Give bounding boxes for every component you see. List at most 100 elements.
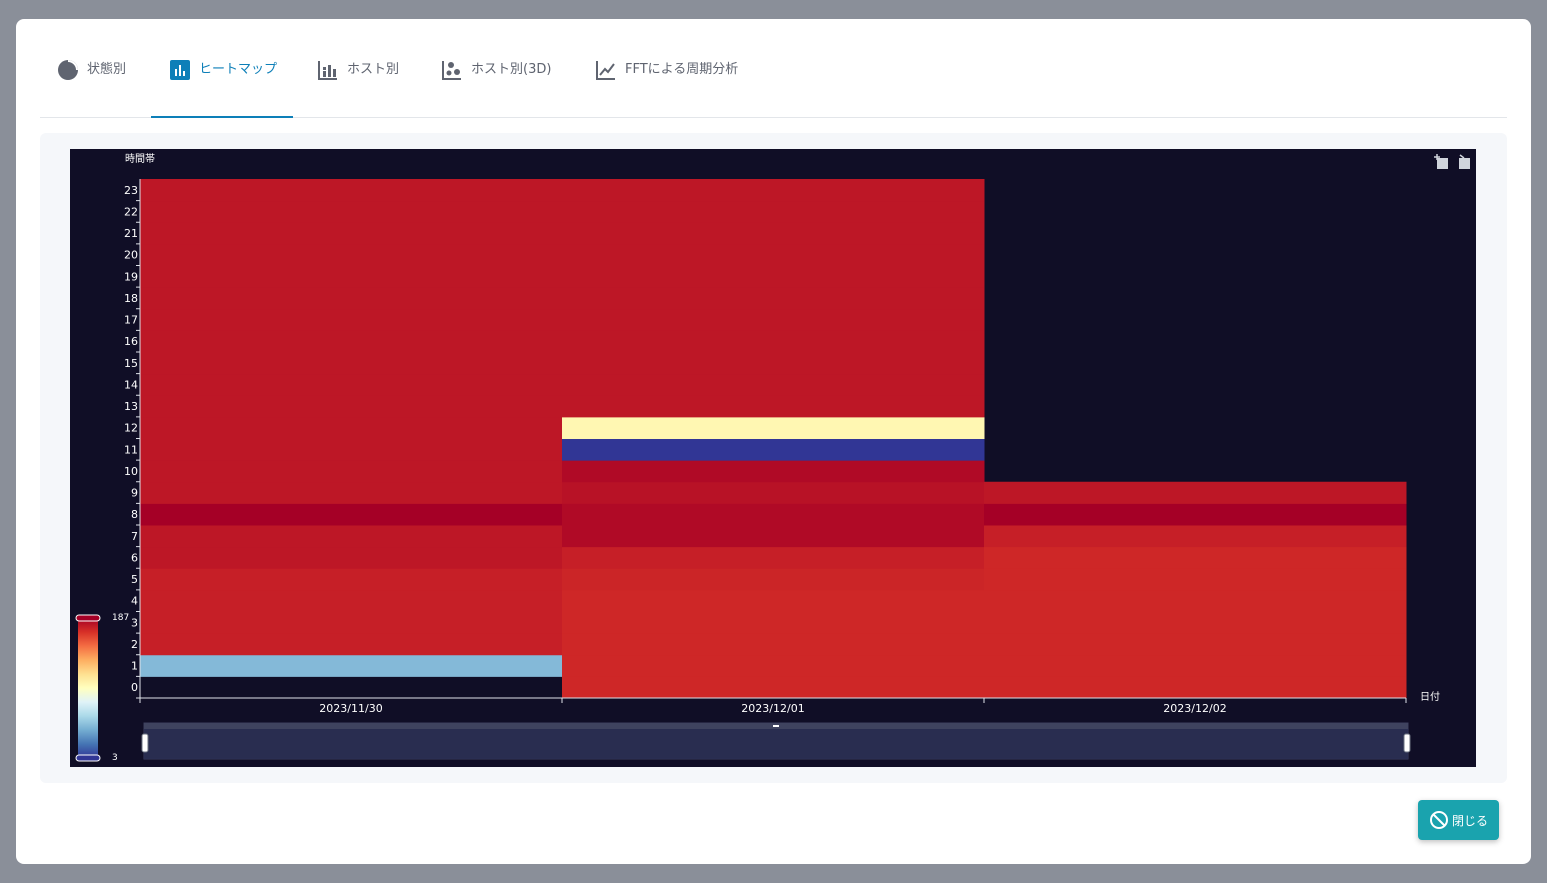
heatmap-cell[interactable] — [140, 308, 563, 331]
y-tick-label: 20 — [124, 249, 138, 262]
heatmap-cell[interactable] — [562, 525, 985, 548]
line-chart-icon — [595, 59, 617, 81]
tab-label: ヒートマップ — [199, 62, 278, 77]
heatmap-cell[interactable] — [984, 525, 1407, 548]
y-tick-label: 0 — [131, 681, 138, 694]
heatmap-cell[interactable] — [562, 633, 985, 656]
heatmap-cell[interactable] — [562, 438, 985, 461]
x-tick-label: 2023/11/30 — [319, 702, 382, 715]
data-zoom-handle-left[interactable] — [141, 733, 149, 753]
heatmap-cell[interactable] — [562, 481, 985, 504]
heatmap-cell[interactable] — [562, 460, 985, 483]
tab-label: 状態別 — [87, 62, 127, 77]
y-tick-label: 3 — [131, 616, 138, 629]
close-button[interactable]: 閉じる — [1418, 800, 1499, 840]
heatmap-cell[interactable] — [562, 589, 985, 612]
heatmap-cell[interactable] — [140, 243, 563, 266]
heatmap-cell[interactable] — [984, 568, 1407, 591]
visual-map-max-label: 187 — [112, 613, 129, 623]
pie-chart-icon — [57, 59, 79, 81]
heatmap-cell[interactable] — [562, 568, 985, 591]
heatmap-cell[interactable] — [984, 676, 1407, 699]
heatmap-cell[interactable] — [562, 200, 985, 223]
heatmap-cell[interactable] — [140, 287, 563, 310]
data-zoom-selected-range[interactable] — [144, 729, 1408, 759]
heatmap-cell[interactable] — [562, 546, 985, 569]
heatmap-cell[interactable] — [140, 373, 563, 396]
data-zoom-grip-icon — [773, 725, 779, 727]
visual-map-min-label: 3 — [112, 753, 118, 763]
scatter-icon — [441, 59, 463, 81]
y-tick-label: 4 — [131, 595, 138, 608]
tab-heatmap[interactable]: ヒートマップ — [151, 58, 294, 118]
heatmap-cell[interactable] — [984, 546, 1407, 569]
heatmap-cell[interactable] — [140, 222, 563, 245]
heatmap-cell[interactable] — [562, 265, 985, 288]
heatmap-cell[interactable] — [140, 200, 563, 223]
heatmap-cell[interactable] — [562, 287, 985, 310]
y-tick-label: 16 — [124, 335, 138, 348]
tab-label: ホスト別 — [347, 62, 400, 77]
heatmap-cell[interactable] — [562, 611, 985, 634]
heatmap-cell[interactable] — [140, 416, 563, 439]
heatmap-svg: 0123456789101112131415161718192021222320… — [75, 152, 1470, 763]
dialog: 状態別 ヒートマップ ホスト別 ホスト別(3D) FFTによる周期分析 — [16, 19, 1531, 864]
heatmap-cell[interactable] — [984, 611, 1407, 634]
chart-panel: 0 1 2 3 4 5 6 7 8 9 10 11 12 13 14 15 16 17 18 19 20 21 22 23 20… — [40, 133, 1507, 783]
heatmap-cell[interactable] — [984, 633, 1407, 656]
y-tick-label: 2 — [131, 638, 138, 651]
heatmap-cell[interactable] — [562, 503, 985, 526]
y-axis-title: 時間帯 — [125, 152, 155, 165]
zoom-reset-icon[interactable] — [1459, 154, 1470, 169]
heatmap-cell[interactable] — [984, 654, 1407, 677]
visual-map-handle-max[interactable] — [75, 614, 101, 622]
heatmap-cell[interactable] — [562, 676, 985, 699]
y-tick-label: 21 — [124, 227, 138, 240]
heatmap-cell[interactable] — [140, 179, 563, 202]
heatmap-cell[interactable] — [140, 589, 563, 612]
heatmap-cell[interactable] — [140, 503, 563, 526]
heatmap-cell[interactable] — [562, 654, 985, 677]
y-tick-label: 13 — [124, 400, 138, 413]
tab-by-host-3d[interactable]: ホスト別(3D) — [441, 58, 551, 118]
heatmap-cell[interactable] — [140, 611, 563, 634]
zoom-icon[interactable] — [1434, 154, 1448, 169]
heatmap-cell[interactable] — [562, 373, 985, 396]
heatmap-cell[interactable] — [562, 222, 985, 245]
y-tick-label: 23 — [124, 184, 138, 197]
heatmap-cell[interactable] — [562, 395, 985, 418]
heatmap-cell[interactable] — [140, 546, 563, 569]
tab-fft-analysis[interactable]: FFTによる周期分析 — [595, 58, 738, 118]
heatmap-cell[interactable] — [562, 330, 985, 353]
heatmap-cell[interactable] — [140, 438, 563, 461]
stacked-bar-icon — [317, 59, 339, 81]
heatmap-cell[interactable] — [562, 352, 985, 375]
tab-by-host[interactable]: ホスト別 — [317, 58, 399, 118]
heatmap-cell[interactable] — [140, 525, 563, 548]
data-zoom-handle-right[interactable] — [1403, 733, 1411, 753]
block-icon — [1429, 810, 1449, 830]
heatmap-cell[interactable] — [140, 395, 563, 418]
heatmap-cell[interactable] — [984, 481, 1407, 504]
heatmap-cell[interactable] — [562, 308, 985, 331]
heatmap-cell[interactable] — [984, 589, 1407, 612]
y-tick-label: 8 — [131, 508, 138, 521]
heatmap-cell[interactable] — [562, 243, 985, 266]
y-tick-label: 18 — [124, 292, 138, 305]
tab-status[interactable]: 状態別 — [57, 58, 126, 118]
heatmap-cell[interactable] — [140, 352, 563, 375]
visual-map-handle-min[interactable] — [75, 754, 101, 762]
heatmap-chart[interactable]: 0 1 2 3 4 5 6 7 8 9 10 11 12 13 14 15 16 17 18 19 20 21 22 23 20… — [70, 149, 1476, 767]
heatmap-cell[interactable] — [140, 481, 563, 504]
heatmap-cell[interactable] — [140, 460, 563, 483]
heatmap-cell[interactable] — [984, 503, 1407, 526]
heatmap-cell[interactable] — [140, 654, 563, 677]
y-tick-label: 9 — [131, 487, 138, 500]
heatmap-cell[interactable] — [562, 179, 985, 202]
tab-label: ホスト別(3D) — [471, 62, 552, 77]
heatmap-cell[interactable] — [140, 568, 563, 591]
heatmap-cell[interactable] — [140, 633, 563, 656]
heatmap-cell[interactable] — [140, 330, 563, 353]
heatmap-cell[interactable] — [140, 265, 563, 288]
heatmap-cell[interactable] — [562, 416, 985, 439]
